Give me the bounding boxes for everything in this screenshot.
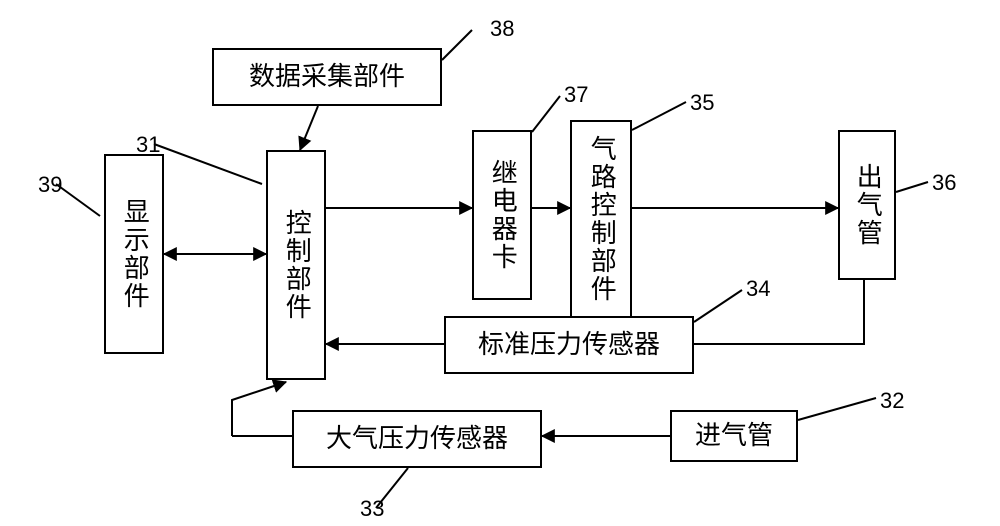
- callout-38: 38: [490, 16, 514, 42]
- node-label: 数据采集部件: [249, 63, 405, 92]
- node-label: 出气管: [853, 163, 882, 247]
- node-label: 控制部件: [282, 209, 311, 321]
- callout-32: 32: [880, 388, 904, 414]
- callout-35: 35: [690, 90, 714, 116]
- diagram-stage: 数据采集部件 控制部件 显示部件 继电器卡 气路控制部件 出气管 标准压力传感器…: [0, 0, 1000, 526]
- node-label: 气路控制部件: [587, 135, 616, 303]
- node-out-pipe: 出气管: [838, 130, 896, 280]
- callout-39: 39: [38, 172, 62, 198]
- node-control: 控制部件: [266, 150, 326, 380]
- node-label: 进气管: [695, 422, 773, 451]
- node-data-acq: 数据采集部件: [212, 48, 442, 106]
- node-label: 继电器卡: [488, 159, 517, 271]
- node-std-press: 标准压力传感器: [444, 316, 694, 374]
- callout-31: 31: [136, 132, 160, 158]
- node-relay: 继电器卡: [472, 130, 532, 300]
- callout-37: 37: [564, 82, 588, 108]
- callout-33: 33: [360, 496, 384, 522]
- node-label: 显示部件: [120, 198, 149, 310]
- node-label: 标准压力传感器: [478, 331, 660, 360]
- node-air-ctrl: 气路控制部件: [570, 120, 632, 318]
- node-display: 显示部件: [104, 154, 164, 354]
- node-atm-press: 大气压力传感器: [292, 410, 542, 468]
- callout-36: 36: [932, 170, 956, 196]
- node-in-pipe: 进气管: [670, 410, 798, 462]
- node-label: 大气压力传感器: [326, 425, 508, 454]
- callout-34: 34: [746, 276, 770, 302]
